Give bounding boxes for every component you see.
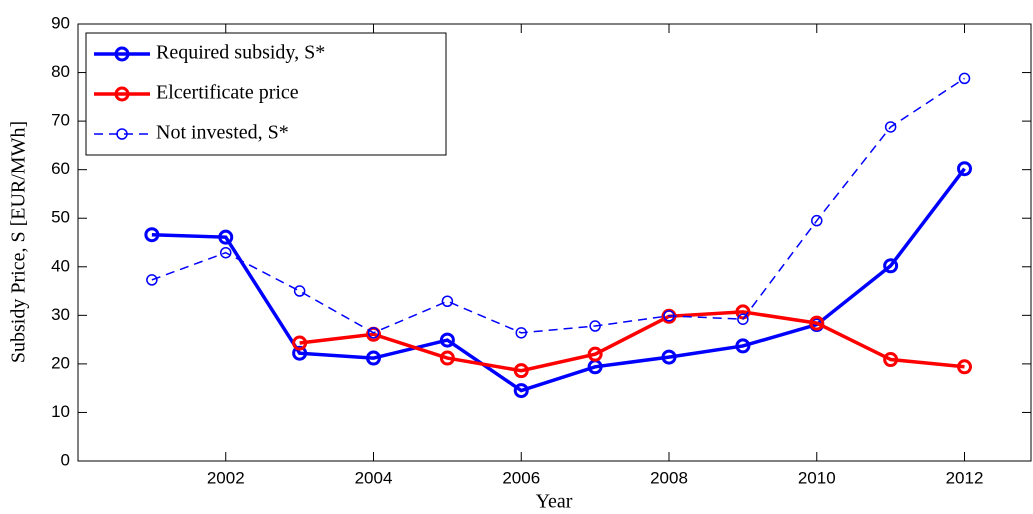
- y-axis-label: Subsidy Price, S [EUR/MWh]: [8, 121, 30, 363]
- data-point: [367, 327, 380, 339]
- data-point: [439, 350, 455, 366]
- data-point: [513, 383, 529, 399]
- data-point: [366, 350, 382, 366]
- legend: Required subsidy, S* Elcertificate price N…: [85, 32, 447, 156]
- legend-label: Required subsidy, S*: [156, 42, 325, 64]
- data-point: [292, 335, 308, 351]
- plot-area: [77, 23, 1032, 462]
- x-tick-label: 2008: [650, 468, 688, 487]
- y-tick-label: 50: [51, 208, 70, 227]
- data-point: [515, 327, 528, 339]
- data-point: [958, 72, 971, 85]
- y-tick-label: 90: [51, 13, 70, 32]
- series-line: [299, 310, 965, 373]
- y-tick-label: 0: [61, 450, 70, 469]
- series-line: [151, 77, 965, 334]
- y-tick-label: 40: [51, 256, 70, 275]
- data-point: [441, 295, 454, 308]
- data-point: [513, 363, 529, 379]
- data-point: [735, 338, 751, 354]
- legend-marker: [114, 46, 130, 62]
- y-tick-label: 20: [51, 353, 70, 372]
- x-axis-label: Year: [536, 491, 573, 513]
- y-tick-label: 80: [51, 62, 70, 81]
- data-point: [292, 345, 308, 361]
- legend-label: Not invested, S*: [156, 122, 289, 144]
- legend-marker: [114, 86, 130, 102]
- data-point: [735, 304, 751, 320]
- x-tick-label: 2004: [355, 468, 393, 487]
- data-point: [589, 320, 601, 332]
- data-point: [220, 246, 232, 259]
- data-point: [957, 161, 973, 177]
- series-line: [151, 167, 966, 393]
- data-point: [587, 346, 603, 362]
- y-tick-label: 70: [51, 111, 70, 130]
- data-point: [439, 332, 455, 348]
- data-point: [883, 352, 899, 368]
- data-point: [883, 258, 899, 274]
- x-tick-label: 2006: [502, 468, 540, 487]
- data-point: [293, 285, 306, 297]
- data-point: [811, 214, 823, 227]
- data-point: [809, 315, 825, 331]
- legend-label: Elcertificate price: [156, 82, 299, 104]
- x-tick-label: 2002: [207, 468, 245, 487]
- legend-marker: [116, 128, 128, 140]
- x-tick-label: 2012: [946, 468, 984, 487]
- y-tick-label: 10: [51, 402, 70, 421]
- data-point: [737, 313, 749, 325]
- data-point: [661, 349, 677, 365]
- data-point: [884, 121, 897, 133]
- y-tick-label: 60: [51, 159, 70, 178]
- data-point: [144, 227, 160, 243]
- x-tick-label: 2010: [798, 468, 836, 487]
- y-tick-label: 30: [51, 305, 70, 324]
- data-point: [218, 229, 234, 245]
- data-point: [146, 274, 158, 286]
- data-point: [957, 359, 973, 375]
- data-point: [663, 310, 675, 322]
